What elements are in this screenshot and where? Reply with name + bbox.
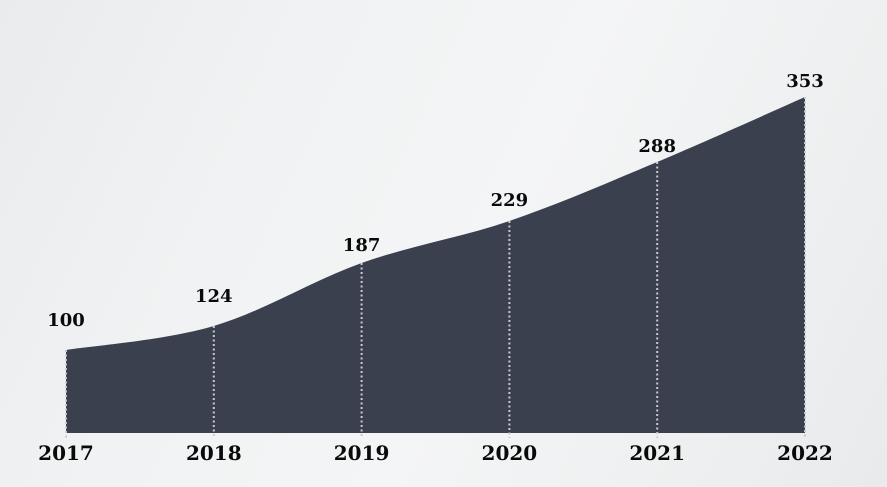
- x-tick-label-2019: 2019: [333, 441, 390, 465]
- value-label-2022: 353: [786, 71, 824, 92]
- x-tick-label-2021: 2021: [629, 441, 686, 465]
- x-tick-label-2018: 2018: [185, 441, 242, 465]
- value-label-2020: 229: [490, 190, 529, 211]
- value-label-2017: 100: [47, 310, 85, 331]
- value-label-2021: 288: [638, 136, 676, 157]
- area-series-shape: [66, 97, 805, 433]
- value-label-2019: 187: [342, 235, 381, 256]
- x-tick-label-2017: 2017: [38, 441, 94, 465]
- x-tick-label-2020: 2020: [481, 441, 538, 465]
- value-label-2018: 124: [195, 286, 233, 307]
- x-tick-label-2022: 2022: [777, 441, 833, 465]
